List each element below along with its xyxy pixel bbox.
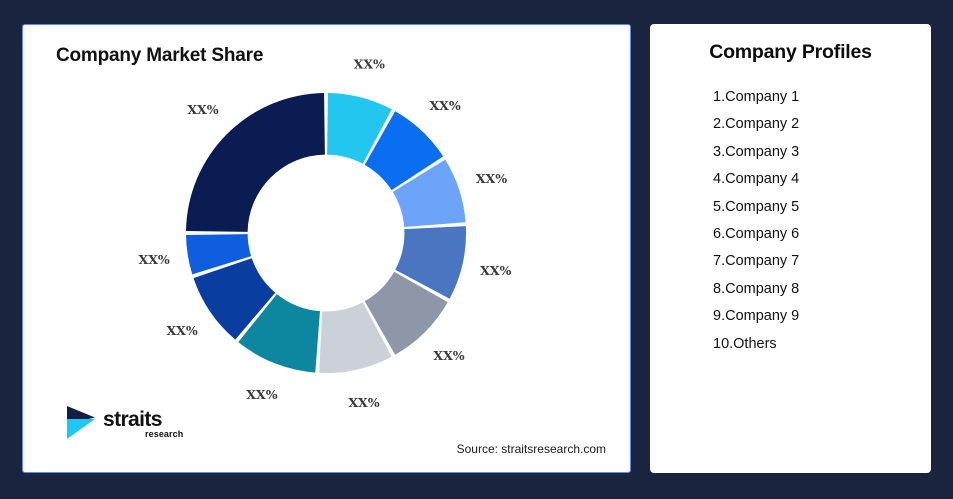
donut-slice-label: XX% (354, 56, 385, 71)
company-profiles-list: 1.Company 1 2.Company 2 3.Company 3 4.Compa… (650, 84, 931, 358)
donut-slice-label: XX% (246, 387, 277, 402)
donut-label-group: XX% XX% XX% XX% XX% XX% XX% XX% XX% XX% (139, 56, 512, 409)
list-item[interactable]: 7.Company 7 (713, 253, 800, 270)
donut-slice-label: XX% (476, 171, 507, 186)
page-title: Company Market Share (56, 45, 264, 66)
company-profiles-card: Company Profiles 1.Company 1 2.Company 2 3… (650, 24, 931, 473)
donut-slice-label: XX% (166, 323, 197, 338)
list-item[interactable]: 4.Company 4 (713, 171, 800, 188)
donut-slice[interactable] (395, 226, 466, 299)
list-item[interactable]: 1.Company 1 (713, 89, 800, 105)
list-item[interactable]: 10.Others (713, 335, 777, 352)
donut-slice-label: XX% (139, 252, 170, 267)
list-item[interactable]: 3.Company 3 (713, 143, 800, 160)
list-item[interactable]: 5.Company 5 (713, 198, 800, 215)
donut-slice-label: XX% (480, 263, 511, 278)
straits-research-logo: straits research (65, 404, 195, 446)
donut-slice[interactable] (193, 258, 276, 340)
donut-slice[interactable] (186, 234, 252, 275)
donut-slice-group (186, 93, 466, 373)
list-item[interactable]: 9.Company 9 (713, 308, 800, 325)
donut-slice[interactable] (364, 111, 444, 191)
donut-slice[interactable] (364, 271, 448, 355)
donut-chart-svg: XX% XX% XX% XX% XX% XX% XX% XX% XX% XX% (139, 56, 512, 409)
donut-slice-label: XX% (348, 395, 379, 410)
list-item[interactable]: 8.Company 8 (713, 280, 800, 297)
profiles-title: Company Profiles (709, 41, 872, 63)
list-item[interactable]: 2.Company 2 (713, 116, 800, 133)
market-share-card: Company Market Share XX% XX% XX% XX% XX% XX% X… (22, 24, 631, 473)
donut-slice[interactable] (327, 93, 392, 164)
donut-slice-label: XX% (433, 348, 464, 363)
donut-slice-label: XX% (429, 98, 460, 113)
logo-tagline: research (145, 429, 184, 439)
donut-slice[interactable] (392, 159, 466, 227)
donut-slice[interactable] (319, 302, 392, 373)
logo-wordmark: straits (103, 408, 162, 431)
donut-chart: XX% XX% XX% XX% XX% XX% XX% XX% XX% XX% (23, 53, 630, 433)
source-label: Source: straitsresearch.com (456, 442, 606, 456)
donut-slice-label: XX% (187, 102, 218, 117)
donut-slice[interactable] (238, 294, 320, 373)
donut-slice[interactable] (186, 93, 325, 232)
list-item[interactable]: 6.Company 6 (713, 226, 800, 243)
logo-arrow-icon (67, 406, 95, 439)
